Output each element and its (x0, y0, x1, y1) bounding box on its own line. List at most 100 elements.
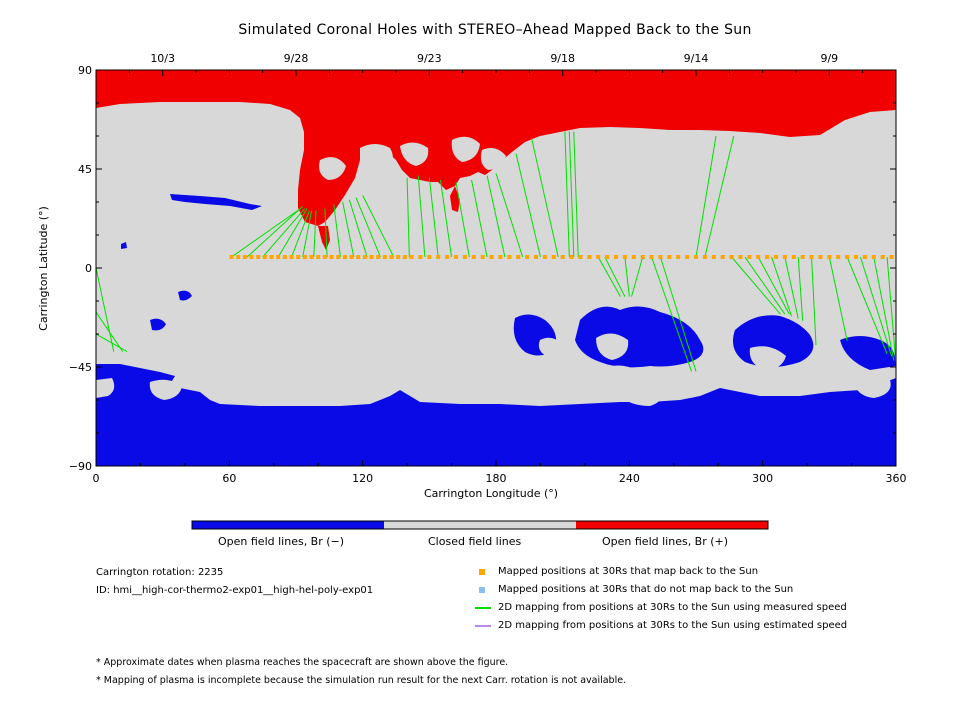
colorbar-segment-positive (576, 521, 768, 529)
mapped-point (427, 255, 432, 259)
closed-island (852, 372, 891, 398)
x-tick-label: 120 (352, 472, 373, 485)
mapped-point (498, 255, 503, 259)
field-line (631, 256, 644, 297)
mapped-point (507, 255, 512, 259)
mapped-point (471, 255, 476, 259)
mapped-point (402, 255, 407, 259)
y-tick-label: −45 (69, 361, 92, 374)
mapped-point (614, 255, 618, 259)
closed-island (620, 380, 663, 406)
colorbar-frame (191, 520, 769, 530)
legend-label-measured: 2D mapping from positions at 30Rs to the… (498, 602, 847, 613)
field-line (324, 208, 328, 258)
mapped-point (229, 255, 234, 259)
mapped-point (389, 255, 394, 259)
top-date-label: 9/23 (417, 52, 442, 65)
legend-label-estimated: 2D mapping from positions at 30Rs to the… (498, 620, 848, 631)
field-line (744, 256, 786, 315)
mapped-point (276, 255, 281, 259)
mapped-point (685, 255, 690, 259)
mapped-point (349, 255, 354, 259)
x-tick-label: 240 (619, 472, 640, 485)
mapped-point (309, 255, 314, 259)
negative-patch (178, 290, 192, 301)
field-line (302, 210, 313, 258)
field-line (873, 256, 895, 361)
field-line (731, 256, 781, 315)
footnote-incomplete: * Mapping of plasma is incomplete becaus… (96, 675, 627, 686)
mapped-point (800, 255, 805, 259)
mapped-point (560, 255, 565, 259)
field-line (231, 208, 301, 258)
top-date-label: 9/14 (684, 52, 709, 65)
x-tick-label: 360 (886, 472, 907, 485)
top-date-label: 10/3 (150, 52, 175, 65)
mapped-point (480, 255, 485, 259)
mapped-point (738, 255, 743, 259)
legend-label-mapped: Mapped positions at 30Rs that map back t… (498, 566, 759, 577)
field-line (659, 256, 697, 372)
south-negative-open-region (96, 364, 896, 466)
mapped-point (256, 255, 261, 259)
field-line (313, 210, 317, 258)
closed-island (184, 368, 208, 386)
mapped-point (809, 255, 814, 259)
field-line (355, 197, 381, 258)
negative-patch (150, 318, 166, 331)
mapped-point (782, 255, 787, 259)
field-line (771, 256, 793, 317)
mapped-point (289, 255, 294, 259)
mapped-point (249, 255, 254, 259)
mapped-point (729, 255, 734, 259)
mapped-point (747, 255, 752, 259)
footnote-dates: * Approximate dates when plasma reaches … (96, 657, 509, 668)
mapped-point (445, 255, 450, 259)
field-line (604, 256, 626, 297)
mapped-point (676, 255, 681, 259)
field-line (262, 208, 306, 258)
mapped-point (534, 255, 538, 259)
carrington-rotation: Carrington rotation: 2235 (96, 567, 224, 578)
closed-island (538, 337, 562, 356)
mapped-point (711, 255, 716, 259)
top-date-label: 9/9 (820, 52, 838, 65)
mapped-point (418, 255, 423, 259)
mapped-point (880, 255, 885, 259)
closed-island (149, 379, 182, 400)
x-axis-label: Carrington Longitude (°) (424, 487, 559, 500)
mapped-point (791, 255, 796, 259)
mapped-points (229, 255, 894, 259)
mapped-point (454, 255, 458, 259)
field-line (597, 256, 621, 297)
field-line (471, 179, 488, 258)
field-line (428, 177, 439, 258)
field-line (704, 135, 735, 258)
top-date-label: 9/28 (284, 52, 309, 65)
mapped-point (369, 255, 374, 259)
field-line (859, 256, 893, 357)
mapped-point (322, 255, 327, 259)
mapped-point (569, 255, 574, 259)
field-line (886, 256, 896, 365)
mapped-point (649, 255, 654, 259)
closed-island (480, 148, 506, 170)
mapped-point (765, 255, 770, 259)
colorbar-segment-closed (384, 521, 576, 529)
mapped-point (596, 255, 601, 259)
x-tick-label: 0 (93, 472, 100, 485)
mapped-point (605, 255, 610, 259)
x-tick-label: 60 (222, 472, 236, 485)
mapped-point (376, 255, 381, 259)
field-lines (96, 131, 896, 372)
mapped-point (631, 255, 636, 259)
mapped-point (694, 255, 698, 259)
x-tick-label: 180 (486, 472, 507, 485)
mapped-point (871, 255, 876, 259)
closed-island (596, 333, 629, 360)
mapped-point (269, 255, 274, 259)
field-line (797, 256, 804, 321)
closed-island (319, 157, 346, 180)
mapped-point (296, 255, 301, 259)
y-tick-label: 0 (85, 262, 92, 275)
